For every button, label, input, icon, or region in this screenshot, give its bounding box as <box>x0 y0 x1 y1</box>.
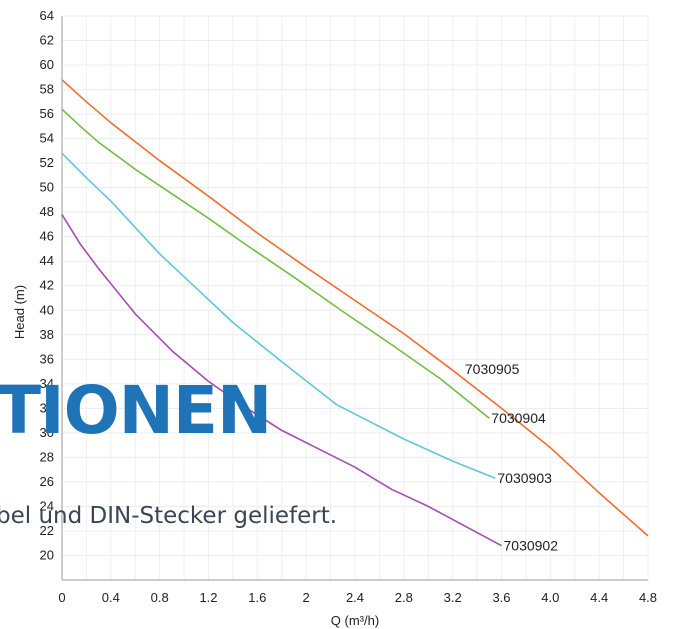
y-tick-label: 64 <box>40 8 54 23</box>
y-tick-label: 28 <box>40 449 54 464</box>
y-tick-label: 54 <box>40 131 54 146</box>
y-tick-label: 58 <box>40 82 54 97</box>
y-tick-label: 42 <box>40 278 54 293</box>
series-line-7030905 <box>61 79 649 537</box>
x-tick-label: 2.8 <box>395 590 413 605</box>
y-tick-label: 48 <box>40 204 54 219</box>
y-axis-label: Head (m) <box>12 285 27 339</box>
series-labels: 7030905 7030904 7030903 7030902 <box>465 361 558 554</box>
grid-lines <box>61 15 649 580</box>
y-tick-label: 30 <box>40 425 54 440</box>
x-tick-label: 4.4 <box>590 590 608 605</box>
series-label-7030903: 7030903 <box>497 470 552 486</box>
x-tick-label: 3.6 <box>492 590 510 605</box>
series-label-7030904: 7030904 <box>491 410 546 426</box>
y-tick-label: 20 <box>40 547 54 562</box>
y-tick-label: 60 <box>40 57 54 72</box>
x-tick-label: 0 <box>58 590 65 605</box>
y-tick-label: 56 <box>40 106 54 121</box>
x-tick-label: 2.4 <box>346 590 364 605</box>
x-tick-label: 1.2 <box>199 590 217 605</box>
y-tick-label: 26 <box>40 474 54 489</box>
y-tick-label: 52 <box>40 155 54 170</box>
x-axis-ticks: 0 0.4 0.8 1.2 1.6 2 2.4 2.8 3.2 3.6 4.0 4.4 4.8 <box>58 590 657 605</box>
x-tick-label: 2 <box>303 590 310 605</box>
x-tick-label: 0.4 <box>102 590 120 605</box>
series-label-7030902: 7030902 <box>504 538 559 554</box>
overlay-heading: TIONEN <box>0 372 272 449</box>
x-tick-label: 4.8 <box>639 590 657 605</box>
series-line-7030904 <box>61 108 490 419</box>
x-tick-label: 1.6 <box>248 590 266 605</box>
y-tick-label: 22 <box>40 523 54 538</box>
y-tick-label: 40 <box>40 302 54 317</box>
y-tick-label: 34 <box>40 376 54 391</box>
series-label-7030905: 7030905 <box>465 361 520 377</box>
x-axis-label: Q (m³/h) <box>331 613 379 628</box>
y-tick-label: 38 <box>40 327 54 342</box>
series-line-7030902 <box>61 214 502 547</box>
y-tick-label: 46 <box>40 229 54 244</box>
x-tick-label: 4.0 <box>541 590 559 605</box>
y-tick-label: 24 <box>40 498 54 513</box>
y-tick-label: 50 <box>40 180 54 195</box>
y-tick-label: 36 <box>40 351 54 366</box>
y-tick-label: 32 <box>40 400 54 415</box>
y-axis-ticks: 20 22 24 26 28 30 32 34 36 38 40 42 44 46 48 50 52 54 56 58… <box>40 8 54 562</box>
series-line-7030903 <box>61 152 496 479</box>
x-tick-label: 3.2 <box>444 590 462 605</box>
y-tick-label: 44 <box>40 253 54 268</box>
series-lines <box>61 79 649 547</box>
overlay-sentence: bel und DIN-Stecker geliefert. <box>0 503 338 529</box>
x-tick-label: 0.8 <box>151 590 169 605</box>
y-tick-label: 62 <box>40 33 54 48</box>
